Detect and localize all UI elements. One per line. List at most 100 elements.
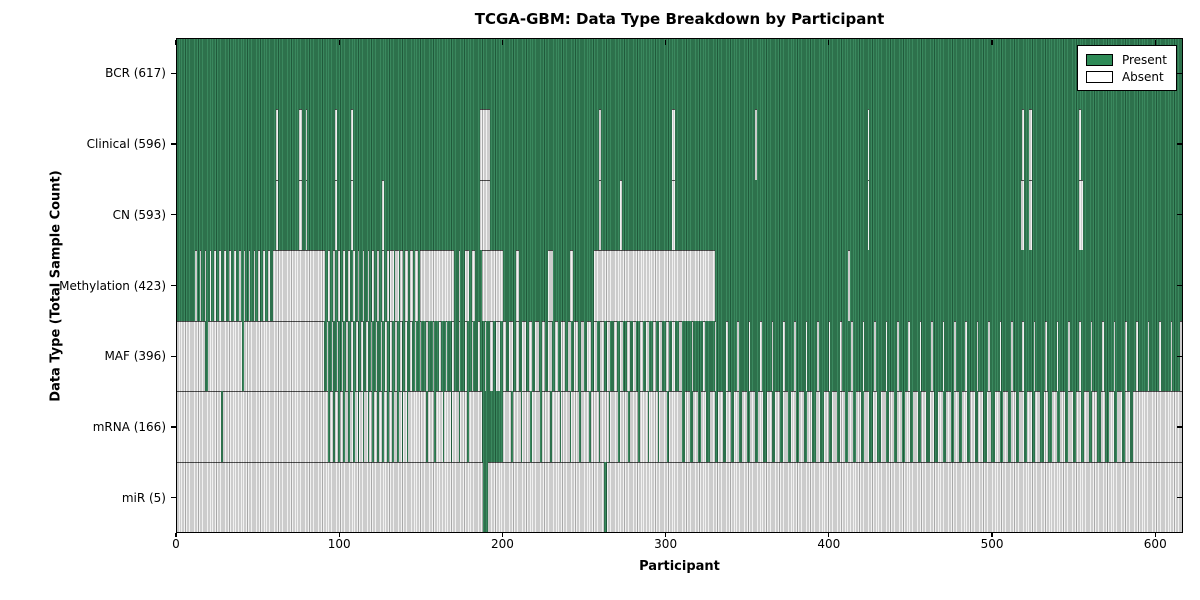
present-segment [926,391,930,462]
present-segment [339,250,344,321]
present-segment [512,320,516,392]
present-segment [453,320,459,392]
present-segment [812,391,816,462]
present-segment [1160,320,1171,392]
present-segment [901,391,906,462]
y-tick-right [1176,72,1182,74]
present-segment [784,320,795,392]
heatmap-row-methylation [177,250,1182,322]
present-segment [245,250,249,321]
present-segment [836,391,840,462]
x-tick-top [828,39,830,45]
present-segment [1048,391,1052,462]
present-segment [479,320,485,392]
present-segment [818,320,829,392]
present-segment [392,391,394,462]
present-segment [328,320,332,392]
present-segment [668,320,673,392]
present-segment [388,250,391,321]
present-segment [559,391,562,462]
present-segment [681,320,692,392]
legend-label-absent: Absent [1121,69,1164,84]
present-segment [763,391,767,462]
present-segment [1092,320,1103,392]
present-segment [447,320,453,392]
present-segment [761,320,772,392]
present-segment [795,391,800,462]
present-segment [352,109,480,180]
present-segment [714,250,849,321]
legend-item-present: Present [1085,51,1167,68]
present-segment [352,320,357,392]
y-tick-left [171,497,176,499]
present-segment [1058,320,1068,392]
present-segment [338,320,342,392]
present-segment [403,250,406,321]
present-segment [955,320,966,392]
present-segment [820,391,824,462]
present-segment [750,320,761,392]
present-segment [590,320,594,392]
present-segment [434,391,436,462]
present-segment [667,391,669,462]
present-segment [406,320,410,392]
present-segment [307,109,335,180]
present-segment [610,320,614,392]
present-segment [747,391,751,462]
present-segment [675,320,679,392]
x-tick-top [338,39,340,45]
present-segment [608,391,611,462]
present-segment [807,320,818,392]
present-segment [628,391,630,462]
plot-area: Present Absent [176,38,1183,533]
present-segment [716,320,726,392]
present-segment [636,320,640,392]
present-segment [975,391,979,462]
present-segment [502,250,516,321]
present-segment [1007,391,1011,462]
present-segment [564,320,568,392]
present-segment [1121,391,1125,462]
present-segment [344,250,349,321]
present-segment [377,391,379,462]
present-segment [1115,320,1125,392]
present-segment [861,391,865,462]
present-segment [406,391,409,462]
present-segment [991,391,995,462]
x-tick-top [1154,39,1156,45]
present-segment [756,109,868,180]
present-segment [849,250,1182,321]
heatmap-row-mrna [177,391,1182,462]
present-segment [492,320,497,392]
present-segment [869,179,1021,251]
heatmap-row-bcr [177,39,1182,110]
present-segment [958,391,963,462]
x-tick-label: 300 [654,537,678,551]
present-segment [942,391,946,462]
present-segment [864,320,875,392]
present-segment [330,250,334,321]
present-segment [637,391,640,462]
x-tick-bottom [338,533,340,537]
x-tick-label: 0 [172,537,180,551]
heatmap-row-clinical [177,109,1182,181]
present-segment [532,320,536,392]
present-segment [966,391,971,462]
present-segment [408,250,410,321]
present-segment [540,391,542,462]
present-segment [921,320,932,392]
present-segment [450,391,453,462]
present-segment [260,250,264,321]
present-segment [475,250,482,321]
present-segment [453,250,459,321]
y-tick-label: mRNA (166) [92,419,166,434]
present-segment [333,320,337,392]
y-tick-left [171,284,176,287]
present-segment [250,250,254,321]
present-segment [206,250,210,321]
present-segment [999,391,1003,462]
present-segment [932,320,943,392]
present-segment [642,320,647,392]
legend-label-present: Present [1121,52,1167,67]
present-segment [730,391,735,462]
